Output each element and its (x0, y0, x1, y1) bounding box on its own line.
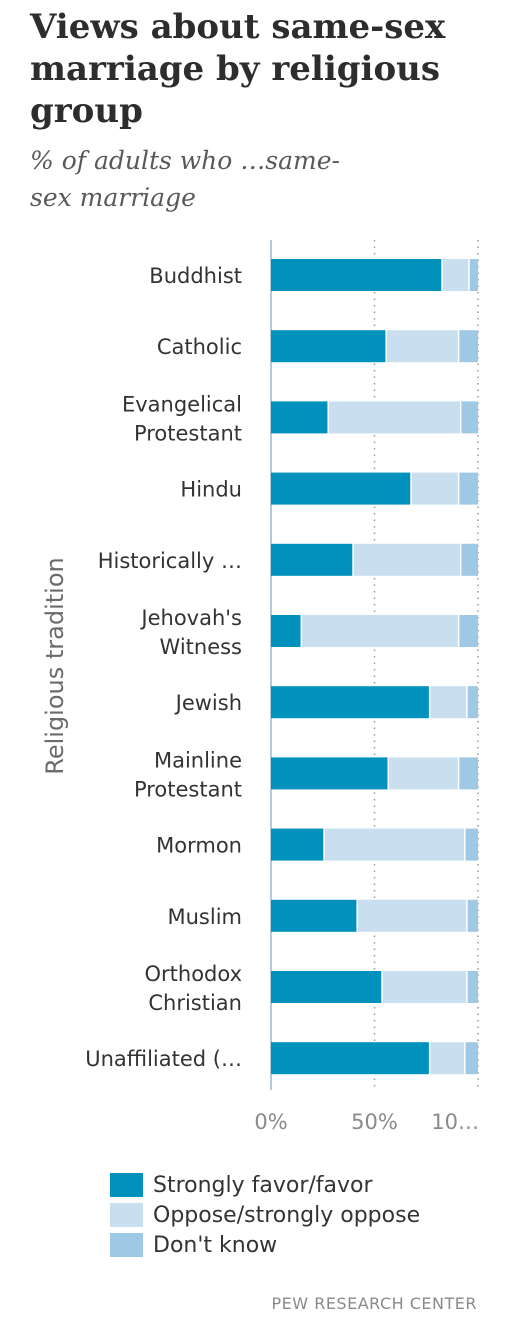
bar-segment (271, 899, 357, 932)
legend-item: Oppose/strongly oppose (110, 1200, 420, 1230)
bar-segment (461, 543, 478, 576)
bar-segment (430, 1042, 465, 1075)
bar-segment (442, 259, 469, 291)
bar-segment (271, 401, 328, 434)
bar-segment (459, 615, 478, 647)
category-label: Orthodox Christian (144, 962, 242, 1015)
chart-title: Views about same-sex marriage by religio… (30, 7, 446, 131)
bar-segment (461, 401, 478, 434)
category-label: Mainline Protestant (134, 748, 242, 801)
bar-segment (271, 757, 388, 790)
bar-segment (353, 543, 460, 576)
category-label: Buddhist (149, 264, 242, 288)
bar-segment (271, 472, 411, 505)
bar-segment (302, 615, 458, 647)
bar-segment (271, 971, 382, 1003)
category-label-line: Orthodox (144, 962, 242, 986)
legend-item: Don't know (110, 1230, 420, 1260)
category-label: Mormon (156, 834, 242, 858)
category-label-line: Mainline (154, 748, 242, 772)
legend-swatch (110, 1203, 143, 1227)
bar-segment (271, 686, 429, 719)
chart-subtitle: % of adults who …same-sex marriage (30, 146, 340, 212)
stacked-bar-chart: Buddhist Catholic Evangelical Protestant Hin… (41, 240, 479, 1134)
bar-segment (465, 828, 478, 861)
category-label-line: Protestant (134, 777, 242, 801)
category-label: Evangelical Protestant (122, 392, 242, 445)
bar-segment (271, 543, 353, 576)
legend-label: Don't know (153, 1232, 278, 1258)
category-label: Historically … (98, 549, 242, 573)
bar-segment (328, 401, 460, 434)
legend-label: Oppose/strongly oppose (153, 1202, 421, 1228)
bar-segment (459, 330, 478, 363)
category-label: Hindu (180, 478, 242, 502)
bar-segment (271, 259, 442, 291)
bar-segment (469, 259, 478, 291)
category-label-line: Protestant (134, 421, 242, 445)
legend: Strongly favor/favor Oppose/strongly oppo… (110, 1170, 420, 1260)
bar-segment (467, 971, 478, 1003)
category-label: Muslim (168, 905, 243, 929)
bar-segment (467, 899, 478, 932)
gridlines (270, 240, 479, 1090)
x-tick-label: 10… (431, 1110, 479, 1134)
x-axis-ticks: 0% 50% 10… (254, 1110, 479, 1134)
bar-segment (465, 1042, 478, 1075)
category-label: Catholic (157, 335, 242, 359)
bar-segment (357, 899, 467, 932)
x-tick-label: 0% (254, 1110, 287, 1134)
bars (271, 259, 478, 1075)
bar-segment (388, 757, 458, 790)
bar-segment (459, 472, 478, 505)
legend-item: Strongly favor/favor (110, 1170, 420, 1200)
bar-segment (271, 828, 324, 861)
bar-segment (271, 615, 301, 647)
source-credit: PEW RESEARCH CENTER (271, 1294, 477, 1313)
legend-label: Strongly favor/favor (153, 1172, 373, 1198)
bar-segment (382, 971, 467, 1003)
bar-segment (459, 757, 478, 790)
legend-swatch (110, 1173, 143, 1197)
category-label: Jewish (174, 691, 242, 715)
category-label-line: Witness (160, 635, 242, 659)
category-label-line: Jehovah's (139, 606, 242, 630)
category-label: Unaffiliated (… (85, 1047, 242, 1071)
bar-segment (467, 686, 478, 719)
bar-segment (271, 1042, 429, 1075)
bar-segment (271, 330, 386, 363)
category-label: Jehovah's Witness (139, 606, 242, 659)
y-axis-title: Religious tradition (41, 557, 69, 775)
bar-segment (430, 686, 467, 719)
legend-swatch (110, 1233, 143, 1257)
bar-segment (386, 330, 458, 363)
category-label-line: Christian (148, 991, 242, 1015)
category-label-line: Evangelical (122, 392, 242, 416)
bar-segment (411, 472, 458, 505)
category-labels: Buddhist Catholic Evangelical Protestant Hin… (85, 264, 242, 1071)
bar-segment (324, 828, 465, 861)
x-tick-label: 50% (351, 1110, 398, 1134)
